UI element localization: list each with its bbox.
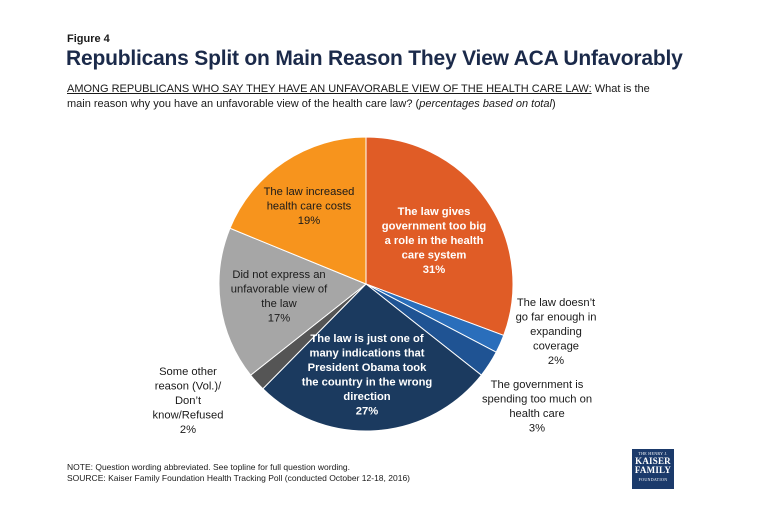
logo-kaiser: KAISER: [635, 456, 671, 466]
slice-label-line: unfavorable view of: [231, 284, 328, 296]
slice-label: The law increased health care costs 19%: [264, 186, 355, 227]
slice-label-line: The law is just one of: [310, 333, 423, 345]
kff-logo: THE HENRY J. KAISER FAMILY FOUNDATION: [632, 449, 674, 489]
slice-label-line: reason (Vol.)/: [155, 381, 222, 393]
slice-label-line: direction: [343, 391, 390, 403]
slice-label-line: coverage: [533, 341, 579, 353]
slice-label: The law is just one of many indications t…: [302, 333, 433, 418]
slice-label: The law gives government too big a role in…: [382, 206, 487, 276]
slice-value-label: 31%: [423, 264, 445, 276]
slice-label-line: health care: [509, 408, 564, 420]
slice-label-line: expanding: [530, 326, 582, 338]
note-line: NOTE: Question wording abbreviated. See …: [67, 462, 351, 472]
slice-value-label: 2%: [548, 355, 564, 367]
slice-label-line: spending too much on: [482, 394, 592, 406]
slice-label: The law doesn’t go far enough in expanding…: [516, 297, 597, 367]
slice-label-line: Some other: [159, 366, 217, 378]
pie-slice: [229, 136, 367, 285]
slice-label: Did not express an unfavorable view of the…: [231, 269, 328, 325]
slice-label-line: a role in the health: [385, 235, 484, 247]
slice-label-line: The law increased: [264, 186, 355, 198]
slice-label-line: the law: [261, 298, 297, 310]
question-close: ): [551, 98, 556, 110]
slice-label-line: care system: [402, 250, 467, 262]
slice-value-label: 27%: [356, 406, 378, 418]
slice-label-line: know/Refused: [153, 410, 224, 422]
slice-label-line: Did not express an: [232, 269, 325, 281]
slice-label-line: the country in the wrong: [302, 377, 433, 389]
slice-value-label: 2%: [180, 424, 196, 436]
slice-label-line: health care costs: [267, 201, 352, 213]
logo-top: THE HENRY J.: [638, 451, 668, 456]
figure-label: Figure 4: [67, 33, 110, 45]
question-text: AMONG REPUBLICANS WHO SAY THEY HAVE AN U…: [67, 82, 667, 112]
slice-label-line: President Obama took: [308, 362, 428, 374]
slice-label-line: The law doesn’t: [517, 297, 596, 309]
slice-label: Some other reason (Vol.)/ Don’t know/Refuse…: [153, 366, 224, 436]
chart-title: Republicans Split on Main Reason They Vi…: [66, 47, 683, 70]
question-lead: AMONG REPUBLICANS WHO SAY THEY HAVE AN U…: [67, 83, 592, 95]
slice-label: The government is spending too much on hea…: [482, 379, 592, 435]
logo-bottom: FOUNDATION: [638, 477, 668, 482]
footnotes: NOTE: Question wording abbreviated. See …: [67, 462, 410, 484]
slice-value-label: 17%: [268, 313, 290, 325]
slice-label-line: The law gives: [398, 206, 471, 218]
slice-label-line: go far enough in: [516, 312, 597, 324]
question-body: What is the main reason why you have an …: [67, 83, 650, 110]
slice-label-line: many indications that: [310, 348, 425, 360]
source-line: SOURCE: Kaiser Family Foundation Health …: [67, 473, 410, 483]
logo-family: FAMILY: [634, 465, 672, 475]
question-note: percentages based on total: [419, 98, 552, 110]
slice-label-line: The government is: [491, 379, 584, 391]
slice-value-label: 3%: [529, 423, 545, 435]
slice-label-line: government too big: [382, 221, 487, 233]
pie-slice: [218, 227, 367, 376]
slice-value-label: 19%: [298, 215, 320, 227]
slice-label-line: Don’t: [175, 395, 202, 407]
pie-slice: [262, 283, 483, 432]
pie-slice: [365, 136, 514, 337]
